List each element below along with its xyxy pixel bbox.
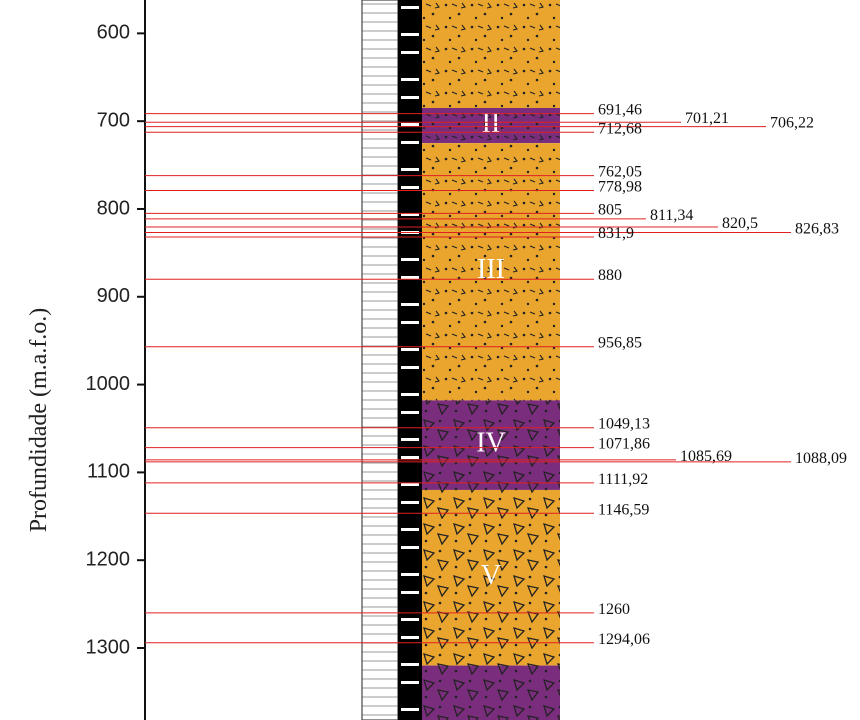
core-segment (401, 6, 419, 9)
depth-label: 805 (598, 201, 622, 218)
depth-label: 1260 (598, 601, 630, 618)
y-tick-label: 900 (97, 285, 130, 307)
zone-label: II (482, 108, 501, 139)
zone-pattern (422, 666, 560, 720)
core-segment (401, 51, 419, 54)
core-segment (401, 456, 419, 459)
depth-label: 826,83 (795, 221, 839, 238)
core-segment (401, 411, 419, 414)
zone-pattern (422, 0, 560, 108)
core-segment (401, 258, 419, 261)
y-tick-label: 600 (97, 22, 130, 44)
core-segment (401, 276, 419, 279)
zone-label: V (481, 560, 501, 591)
depth-label: 956,85 (598, 335, 642, 352)
core-segment (401, 321, 419, 324)
depth-label: 706,22 (770, 115, 814, 132)
depth-label: 1294,06 (598, 631, 650, 648)
core-segment (401, 141, 419, 144)
core-segment (401, 591, 419, 594)
y-tick-label: 800 (97, 197, 130, 219)
core-segment (401, 366, 419, 369)
depth-label: 691,46 (598, 102, 642, 119)
core-segment (401, 483, 419, 486)
core-segment (401, 546, 419, 549)
y-tick-label: 1100 (87, 461, 130, 483)
chart: Profundidade (m.a.f.o.) IIIIIIVV60070080… (0, 0, 860, 720)
depth-label: 712,68 (598, 120, 642, 137)
y-tick-label: 700 (97, 109, 130, 131)
depth-label: 778,98 (598, 179, 642, 196)
depth-label: 880 (598, 267, 622, 284)
depth-label: 1071,86 (598, 436, 650, 453)
core-column (362, 0, 422, 720)
core-segment (401, 186, 419, 189)
core-segment (401, 303, 419, 306)
core-segment (401, 636, 419, 639)
core-segment (401, 501, 419, 504)
core-segment (401, 663, 419, 666)
core-segment (401, 528, 419, 531)
depth-label: 701,21 (685, 110, 729, 127)
core-segment (401, 573, 419, 576)
zone-label: IV (476, 428, 506, 459)
zone-label: III (477, 254, 505, 285)
y-tick-label: 1300 (86, 636, 131, 658)
core-segment (401, 168, 419, 171)
depth-label: 1111,92 (598, 471, 648, 488)
core-segment (401, 348, 419, 351)
core-segment (401, 618, 419, 621)
core-segment (401, 393, 419, 396)
depth-label: 1146,59 (598, 501, 649, 518)
y-tick-label: 1000 (86, 373, 131, 395)
core-segment (401, 681, 419, 684)
core-segment (401, 438, 419, 441)
depth-label: 811,34 (650, 207, 693, 224)
depth-label: 1049,13 (598, 416, 650, 433)
depth-label: 820,5 (722, 215, 758, 232)
y-tick-label: 1200 (86, 548, 131, 570)
core-segment (401, 78, 419, 81)
depth-label: 1088,09 (795, 450, 847, 467)
core-segment (401, 708, 419, 711)
core-segment (401, 96, 419, 99)
y-axis-label: Profundidade (m.a.f.o.) (26, 308, 52, 533)
core-segment (401, 123, 419, 126)
core-segment (401, 33, 419, 36)
depth-label: 831,9 (598, 225, 634, 242)
